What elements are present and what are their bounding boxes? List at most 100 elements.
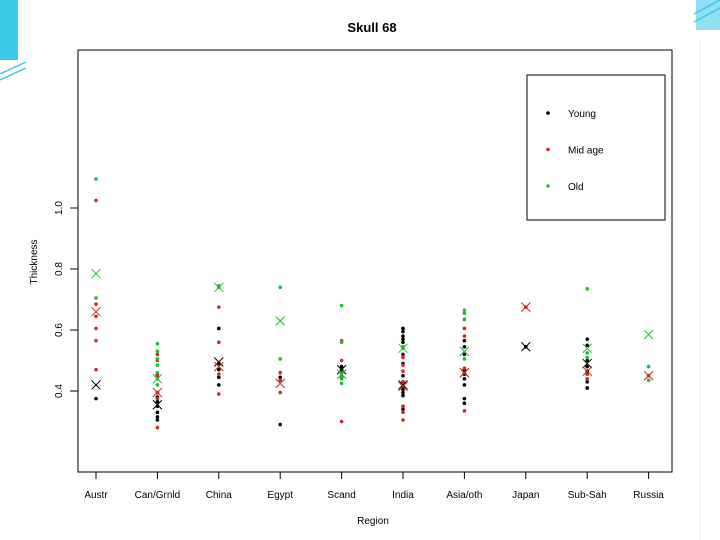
mean-marker <box>213 361 224 372</box>
data-point <box>339 358 344 363</box>
data-point <box>94 296 98 300</box>
data-point <box>585 355 589 360</box>
data-point <box>401 407 405 412</box>
data-point <box>155 399 160 404</box>
data-point <box>94 177 98 181</box>
mean-marker <box>152 373 163 384</box>
data-point <box>646 378 651 383</box>
mean-markers <box>91 268 654 410</box>
data-point <box>339 381 344 386</box>
data-point <box>401 393 405 398</box>
data-point <box>585 377 589 381</box>
x-tick-label: China <box>206 490 233 501</box>
data-point <box>155 363 160 367</box>
plot-frame <box>77 49 673 473</box>
data-point <box>155 373 160 378</box>
mean-marker <box>398 381 408 392</box>
data-point <box>155 349 160 354</box>
data-point <box>401 404 405 409</box>
y-axis-label: Thickness <box>29 239 40 284</box>
data-point <box>646 364 651 369</box>
data-point <box>401 337 405 341</box>
legend-entry: Young <box>568 109 596 120</box>
decor-left-panel <box>0 0 18 60</box>
legend-marker <box>546 147 550 152</box>
data-point <box>462 366 467 370</box>
data-point <box>401 369 405 373</box>
data-point <box>462 401 467 406</box>
data-point <box>585 372 589 377</box>
data-point <box>339 419 344 424</box>
data-point <box>462 308 467 312</box>
data-point <box>217 326 221 331</box>
data-point <box>217 392 221 396</box>
data-point <box>278 378 283 383</box>
data-point <box>401 340 405 345</box>
data-point <box>401 334 405 338</box>
mean-marker <box>91 306 101 317</box>
data-point <box>94 198 98 203</box>
legend-box <box>526 74 666 221</box>
data-point <box>155 341 160 346</box>
data-point <box>462 396 467 401</box>
mean-marker <box>582 358 593 369</box>
data-point <box>462 338 467 343</box>
data-point <box>401 390 405 395</box>
y-tick-label: 1.0 <box>54 201 65 215</box>
data-point <box>94 338 98 343</box>
mean-marker <box>152 399 163 410</box>
mean-marker <box>643 329 654 340</box>
y-tick-label: 0.4 <box>54 384 65 398</box>
data-point <box>585 343 589 348</box>
chart-title: Skull 68 <box>347 20 396 35</box>
data-point <box>339 377 344 381</box>
x-tick-label: Can/Grnld <box>135 490 181 501</box>
x-tick-label: Russia <box>633 490 664 501</box>
mean-marker <box>582 366 593 377</box>
data-point <box>278 375 283 380</box>
x-tick-label: Egypt <box>267 490 293 501</box>
data-point <box>401 373 405 378</box>
legend-entry: Mid age <box>568 146 604 157</box>
x-axis-label: Region <box>357 516 389 527</box>
data-point <box>339 340 344 345</box>
legend-marker <box>546 111 550 115</box>
data-point <box>401 352 405 357</box>
data-point <box>155 370 160 375</box>
data-point <box>585 386 589 390</box>
decor-left-lines-2 <box>0 67 27 81</box>
data-point <box>585 351 589 355</box>
data-point <box>462 326 467 331</box>
data-point <box>94 367 98 372</box>
x-axis: Austr Can/Grnld China Egypt Scand India Asia/o… <box>84 472 664 501</box>
y-tick-label: 0.8 <box>54 262 65 276</box>
x-tick-label: Sub-Sah <box>568 490 607 501</box>
mean-marker <box>459 346 470 357</box>
data-point <box>401 326 405 331</box>
data-point <box>585 380 589 384</box>
data-point <box>585 287 589 291</box>
x-tick-label: Austr <box>84 490 108 501</box>
mean-marker <box>398 343 408 354</box>
data-point <box>155 415 160 419</box>
y-tick-label: 0.6 <box>54 323 65 337</box>
data-point <box>585 364 589 369</box>
mean-marker <box>582 343 593 354</box>
data-point <box>585 358 589 363</box>
decor-right-lines <box>693 0 720 15</box>
data-point <box>401 329 405 334</box>
x-tick-label: India <box>392 490 414 501</box>
data-point <box>401 363 405 367</box>
data-point <box>94 302 98 306</box>
data-point <box>462 352 467 357</box>
data-point <box>217 383 221 387</box>
data-point <box>94 326 98 331</box>
data-point <box>462 409 467 413</box>
data-point <box>217 305 221 309</box>
mean-marker <box>336 364 347 375</box>
mean-marker <box>336 369 347 380</box>
data-point <box>462 344 467 349</box>
mean-marker <box>213 282 224 293</box>
data-point <box>401 410 405 415</box>
